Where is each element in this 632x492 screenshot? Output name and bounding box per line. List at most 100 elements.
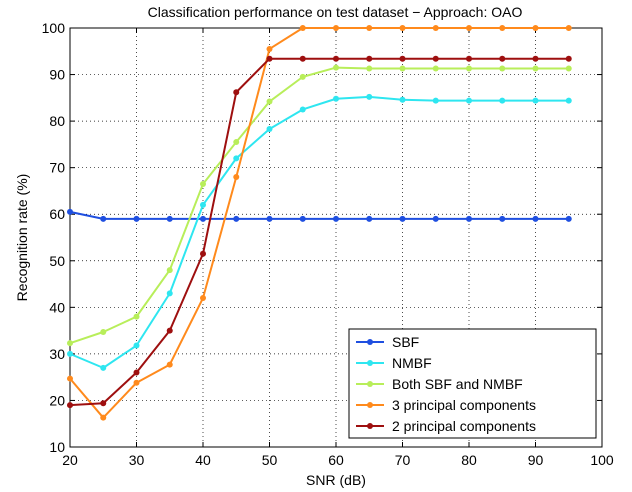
data-point — [399, 65, 406, 72]
legend-swatch-marker — [367, 381, 373, 387]
y-tick-label: 90 — [49, 67, 65, 83]
y-tick-label: 30 — [49, 346, 65, 362]
legend-box — [348, 328, 597, 439]
data-point — [565, 65, 572, 72]
legend: SBF NMBF Both SBF and NMBF 3 principal comp… — [348, 328, 597, 439]
data-point — [166, 361, 173, 368]
data-point — [333, 95, 339, 102]
data-point — [299, 73, 306, 80]
legend-swatch-marker — [367, 402, 373, 408]
series-3 — [67, 25, 572, 421]
legend-item: SBF — [356, 334, 419, 350]
data-point — [100, 364, 107, 371]
data-point — [466, 65, 472, 72]
y-tick-label: 60 — [49, 206, 65, 222]
series-line — [69, 95, 569, 369]
data-point — [565, 215, 572, 222]
series-line — [69, 66, 569, 345]
data-point — [432, 25, 439, 31]
data-point — [266, 98, 273, 105]
data-point — [233, 173, 240, 180]
x-tick-label: 50 — [262, 452, 278, 468]
data-point — [499, 65, 506, 72]
y-tick-label: 20 — [49, 392, 65, 408]
data-point — [266, 126, 273, 133]
data-point — [67, 375, 73, 382]
data-point — [67, 340, 73, 347]
series-line — [69, 27, 569, 419]
data-point — [399, 96, 406, 103]
data-point — [399, 55, 406, 62]
data-point — [466, 215, 472, 222]
chart-title: Classification performance on test datas… — [148, 4, 523, 20]
data-point — [499, 25, 506, 31]
data-point — [532, 65, 539, 72]
data-point — [133, 379, 140, 386]
data-point — [299, 215, 306, 222]
data-point — [166, 290, 173, 297]
data-point — [266, 45, 273, 52]
x-tick-label: 30 — [129, 452, 145, 468]
series-0 — [67, 208, 572, 222]
data-point — [366, 55, 373, 62]
data-point — [200, 201, 206, 208]
data-point — [366, 65, 373, 72]
data-point — [133, 369, 140, 376]
data-point — [133, 215, 140, 222]
series-1 — [67, 93, 572, 371]
data-point — [166, 267, 173, 274]
legend-item: 3 principal components — [356, 397, 536, 413]
legend-label: 2 principal components — [392, 418, 536, 434]
data-point — [366, 215, 373, 222]
x-tick-label: 20 — [62, 452, 78, 468]
data-point — [333, 64, 339, 71]
data-point — [466, 97, 472, 104]
data-point — [399, 25, 406, 31]
x-tick-label: 80 — [461, 452, 477, 468]
y-tick-label: 10 — [49, 439, 65, 455]
data-point — [266, 215, 273, 222]
data-point — [565, 55, 572, 62]
data-point — [565, 97, 572, 104]
x-tick-label: 40 — [195, 452, 211, 468]
legend-label: NMBF — [392, 355, 432, 371]
legend-swatch-marker — [367, 339, 373, 345]
data-point — [499, 55, 506, 62]
data-point — [200, 250, 206, 257]
data-point — [333, 55, 339, 62]
data-point — [266, 55, 273, 62]
data-point — [532, 25, 539, 31]
series-lines — [67, 25, 572, 421]
data-point — [432, 55, 439, 62]
data-point — [366, 93, 373, 100]
x-axis-title: SNR (dB) — [306, 472, 366, 488]
data-point — [366, 25, 373, 31]
data-point — [299, 25, 306, 31]
legend-label: 3 principal components — [392, 397, 536, 413]
x-tick-label: 60 — [328, 452, 344, 468]
data-point — [100, 329, 107, 336]
x-tick-label: 100 — [590, 452, 614, 468]
y-tick-label: 70 — [49, 160, 65, 176]
y-tick-label: 50 — [49, 253, 65, 269]
data-point — [565, 25, 572, 31]
data-point — [233, 139, 240, 146]
series-line — [69, 57, 569, 407]
data-point — [233, 155, 240, 162]
data-point — [399, 215, 406, 222]
data-point — [532, 97, 539, 104]
x-tick-label: 90 — [528, 452, 544, 468]
data-point — [166, 215, 173, 222]
data-point — [200, 180, 206, 187]
data-point — [333, 215, 339, 222]
data-point — [67, 402, 73, 409]
y-tick-label: 40 — [49, 299, 65, 315]
data-point — [299, 106, 306, 113]
data-point — [432, 65, 439, 72]
data-point — [333, 25, 339, 31]
series-4 — [67, 55, 572, 409]
grid — [70, 28, 602, 447]
legend-item: 2 principal components — [356, 418, 536, 434]
data-point — [499, 97, 506, 104]
data-point — [100, 215, 107, 222]
